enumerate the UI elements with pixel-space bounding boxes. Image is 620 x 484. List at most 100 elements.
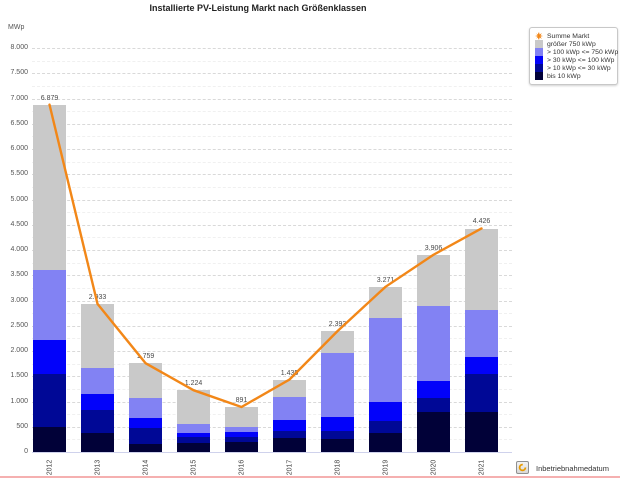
y-tick-label: 6.000 (10, 145, 28, 152)
bar-2021[interactable] (465, 48, 498, 452)
gridline (32, 60, 512, 62)
bar-segment-2012[interactable] (33, 426, 66, 452)
gridline (32, 414, 512, 416)
bar-segment-2012[interactable] (33, 270, 66, 341)
bar-segment-2015[interactable] (177, 437, 210, 444)
bar-segment-2016[interactable] (225, 436, 258, 442)
y-tick-label: 2.000 (10, 347, 28, 354)
bar-segment-2012[interactable] (33, 104, 66, 271)
bar-segment-2019[interactable] (369, 432, 402, 452)
bar-segment-2015[interactable] (177, 443, 210, 452)
bar-segment-2021[interactable] (465, 357, 498, 375)
bar-segment-2013[interactable] (81, 432, 114, 452)
x-tick-label: 2018 (333, 459, 341, 475)
bar-segment-2015[interactable] (177, 424, 210, 433)
plot-area: 6.879 2.933 1.759 1.224 891 1.435 2.393 3.271 3.… (32, 48, 512, 453)
legend-item[interactable]: > 100 kWp <= 750 kWp (535, 48, 618, 56)
bar-segment-2016[interactable] (225, 407, 258, 428)
bar-segment-2019[interactable] (369, 286, 402, 318)
bar-2019[interactable] (369, 48, 402, 452)
bar-segment-2015[interactable] (177, 390, 210, 425)
bar-segment-2017[interactable] (273, 430, 306, 438)
legend-item[interactable]: bis 10 kWp (535, 72, 613, 80)
bar-segment-2013[interactable] (81, 394, 114, 410)
bar-segment-2018[interactable] (321, 331, 354, 354)
gridline (32, 426, 512, 428)
bar-segment-2013[interactable] (81, 409, 114, 433)
bar-total-label: 1.224 (184, 380, 203, 388)
y-tick-label: 8.000 (10, 44, 28, 51)
legend-label: > 30 kWp <= 100 kWp (547, 56, 615, 64)
y-tick-label: 0 (24, 448, 28, 455)
bar-segment-2014[interactable] (129, 397, 162, 418)
bar-segment-2018[interactable] (321, 416, 354, 431)
bar-segment-2017[interactable] (273, 420, 306, 431)
bar-segment-2018[interactable] (321, 439, 354, 452)
y-tick-label: 5.000 (10, 195, 28, 203)
bar-segment-2020[interactable] (417, 412, 450, 452)
x-tick-label: 2020 (429, 459, 437, 475)
y-tick-label: 7.500 (10, 69, 28, 77)
bar-2016[interactable] (225, 48, 258, 452)
cyclic-arrow-glyph (518, 463, 527, 472)
bar-segment-2018[interactable] (321, 353, 354, 417)
bar-segment-2016[interactable] (225, 432, 258, 437)
legend-item[interactable]: größer 750 kWp (535, 40, 613, 48)
gridline (32, 439, 512, 441)
bar-segment-2019[interactable] (369, 420, 402, 433)
legend-swatch (535, 56, 543, 64)
bar-segment-2021[interactable] (465, 228, 498, 310)
bar-segment-2013[interactable] (81, 367, 114, 395)
legend-swatch (535, 48, 543, 56)
bar-2014[interactable] (129, 48, 162, 452)
bar-segment-2016[interactable] (225, 427, 258, 433)
legend-item[interactable]: > 30 kWp <= 100 kWp (535, 56, 615, 64)
legend: Summe Markt größer 750 kWp > 100 kWp <= 75… (529, 27, 618, 85)
y-tick-label: 3.000 (10, 296, 28, 304)
bar-segment-2014[interactable] (129, 427, 162, 444)
y-tick-label: 2.500 (10, 321, 28, 329)
bar-segment-2015[interactable] (177, 432, 210, 438)
bar-segment-2017[interactable] (273, 437, 306, 452)
x-tick-label: 2014 (141, 459, 149, 475)
x-tick-label: 2015 (189, 459, 197, 475)
bar-2015[interactable] (177, 48, 210, 452)
bar-total-label: 891 (235, 397, 248, 404)
bar-total-label: 2.393 (328, 321, 347, 329)
bar-segment-2019[interactable] (369, 317, 402, 402)
x-dimension-label[interactable]: Inbetriebnahmedatum (536, 464, 609, 473)
gridline (32, 98, 512, 100)
legend-item[interactable]: Summe Markt (535, 32, 613, 40)
bar-segment-2020[interactable] (417, 305, 450, 381)
bar-total-label: 2.933 (88, 293, 107, 301)
bar-segment-2012[interactable] (33, 373, 66, 427)
bar-segment-2016[interactable] (225, 441, 258, 452)
bar-segment-2017[interactable] (273, 397, 306, 421)
bar-segment-2021[interactable] (465, 412, 498, 452)
bar-segment-2021[interactable] (465, 374, 498, 413)
bar-2018[interactable] (321, 48, 354, 452)
legend-swatch (535, 72, 543, 80)
bar-segment-2017[interactable] (273, 379, 306, 398)
bar-total-label: 4.426 (472, 218, 491, 226)
chart-title: Installierte PV-Leistung Markt nach Größ… (149, 3, 367, 13)
bar-segment-2018[interactable] (321, 430, 354, 440)
legend-item[interactable]: > 10 kWp <= 30 kWp (535, 64, 613, 72)
legend-swatch (535, 64, 543, 72)
bar-segment-2012[interactable] (33, 340, 66, 374)
bar-segment-2013[interactable] (81, 303, 114, 368)
y-tick-label: 500 (16, 422, 28, 430)
bar-segment-2020[interactable] (417, 397, 450, 413)
bar-segment-2021[interactable] (465, 309, 498, 358)
bar-2017[interactable] (273, 48, 306, 452)
bar-segment-2014[interactable] (129, 363, 162, 398)
bar-2012[interactable] (33, 48, 66, 452)
bar-segment-2020[interactable] (417, 380, 450, 398)
bar-segment-2020[interactable] (417, 254, 450, 306)
cyclic-group-icon[interactable] (516, 461, 529, 474)
bar-segment-2014[interactable] (129, 443, 162, 452)
bar-segment-2019[interactable] (369, 401, 402, 421)
bar-segment-2014[interactable] (129, 417, 162, 428)
bar-2013[interactable] (81, 48, 114, 452)
x-tick-label: 2013 (93, 459, 101, 475)
